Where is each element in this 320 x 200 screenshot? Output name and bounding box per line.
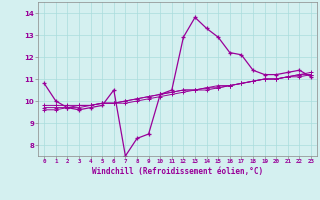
X-axis label: Windchill (Refroidissement éolien,°C): Windchill (Refroidissement éolien,°C)	[92, 167, 263, 176]
